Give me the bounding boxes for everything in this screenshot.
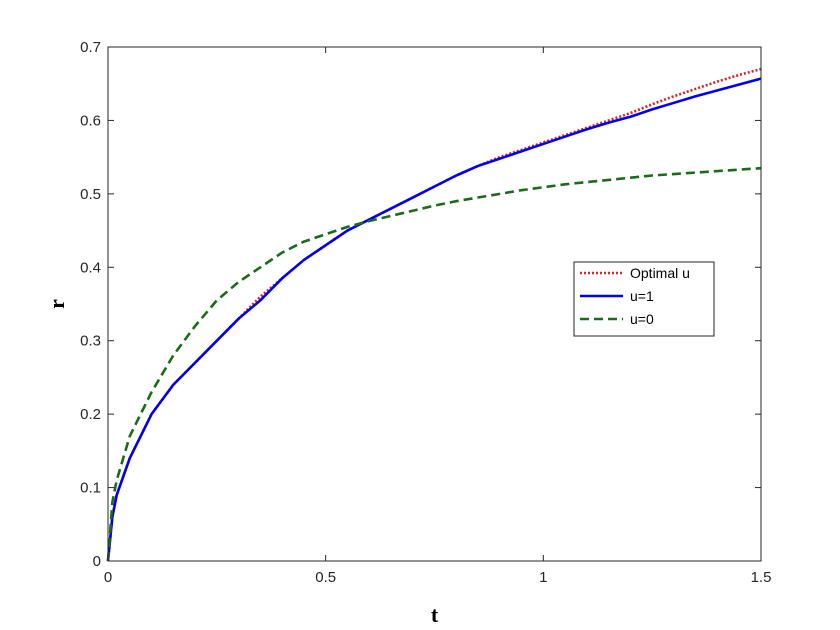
x-axis: 0 0.5 1 1.5: [104, 47, 772, 586]
legend: Optimal u u=1 u=0: [573, 261, 715, 337]
y-axis: 0 0.1 0.2 0.3 0.4 0.5 0.6 0.7: [80, 39, 761, 570]
y-tick-label: 0.4: [80, 259, 101, 276]
y-tick-label: 0.2: [80, 406, 101, 423]
x-tick-label: 1: [539, 569, 547, 586]
legend-box: [573, 261, 715, 337]
legend-label: u=1: [630, 288, 654, 304]
plot-frame: [107, 46, 762, 562]
series-line-1: [106, 77, 762, 562]
legend-label: Optimal u: [630, 265, 690, 281]
y-tick-label: 0.5: [80, 186, 101, 203]
x-tick-label: 0.5: [315, 569, 336, 586]
series-line-2: [106, 166, 762, 562]
y-axis-title: r: [44, 299, 69, 309]
y-tick-label: 0.1: [80, 480, 101, 497]
y-tick-label: 0.7: [80, 39, 101, 56]
x-tick-label: 0: [104, 569, 112, 586]
y-tick-label: 0.3: [80, 333, 101, 350]
series-layer: [106, 67, 762, 562]
y-tick-label: 0: [93, 553, 101, 570]
legend-label: u=0: [630, 311, 654, 327]
y-tick-label: 0.6: [80, 112, 101, 129]
x-tick-label: 1.5: [751, 569, 772, 586]
x-axis-title: t: [431, 602, 439, 627]
